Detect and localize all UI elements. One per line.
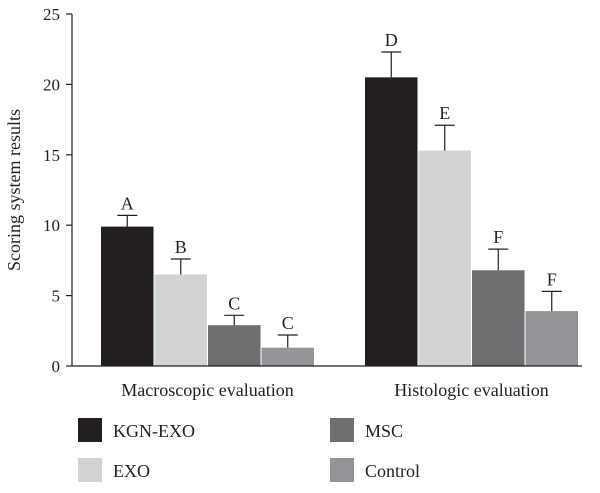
significance-label: C xyxy=(228,293,240,313)
legend-swatch xyxy=(330,418,354,442)
x-category-label: Histologic evaluation xyxy=(394,380,548,400)
y-tick-label: 5 xyxy=(52,287,61,306)
y-tick-label: 0 xyxy=(52,357,61,376)
legend-label: KGN-EXO xyxy=(113,421,195,441)
bar-exo-macroscopic xyxy=(154,274,207,366)
bar-control-histologic xyxy=(525,311,578,366)
legend-swatch xyxy=(78,458,102,482)
bar-kgn-exo-macroscopic xyxy=(101,226,154,366)
bars: A B C C D E F F xyxy=(101,30,578,367)
significance-label: F xyxy=(493,227,503,247)
x-axis: Macroscopic evaluation Histologic evaluat… xyxy=(72,365,582,400)
y-tick-label: 20 xyxy=(43,75,60,94)
y-tick-label: 15 xyxy=(43,146,60,165)
significance-label: B xyxy=(175,237,187,257)
y-axis: 0 5 10 15 20 25 xyxy=(43,5,73,376)
legend-swatch xyxy=(330,458,354,482)
significance-label: C xyxy=(282,313,294,333)
significance-label: D xyxy=(385,30,398,50)
y-tick-label: 10 xyxy=(43,216,60,235)
x-category-label: Macroscopic evaluation xyxy=(121,380,293,400)
legend-label: EXO xyxy=(113,461,150,481)
significance-label: F xyxy=(547,269,557,289)
significance-label: E xyxy=(439,103,450,123)
bar-msc-histologic xyxy=(472,270,525,366)
legend: KGN-EXO EXO MSC Control xyxy=(78,418,420,482)
bar-exo-histologic xyxy=(418,150,471,366)
legend-label: MSC xyxy=(365,421,403,441)
bar-control-macroscopic xyxy=(261,347,314,366)
y-tick-label: 25 xyxy=(43,5,60,24)
bar-kgn-exo-histologic xyxy=(365,77,418,367)
bar-msc-macroscopic xyxy=(208,325,261,366)
legend-label: Control xyxy=(365,461,420,481)
significance-label: A xyxy=(121,193,134,213)
y-axis-label: Scoring system results xyxy=(4,109,24,271)
legend-swatch xyxy=(78,418,102,442)
